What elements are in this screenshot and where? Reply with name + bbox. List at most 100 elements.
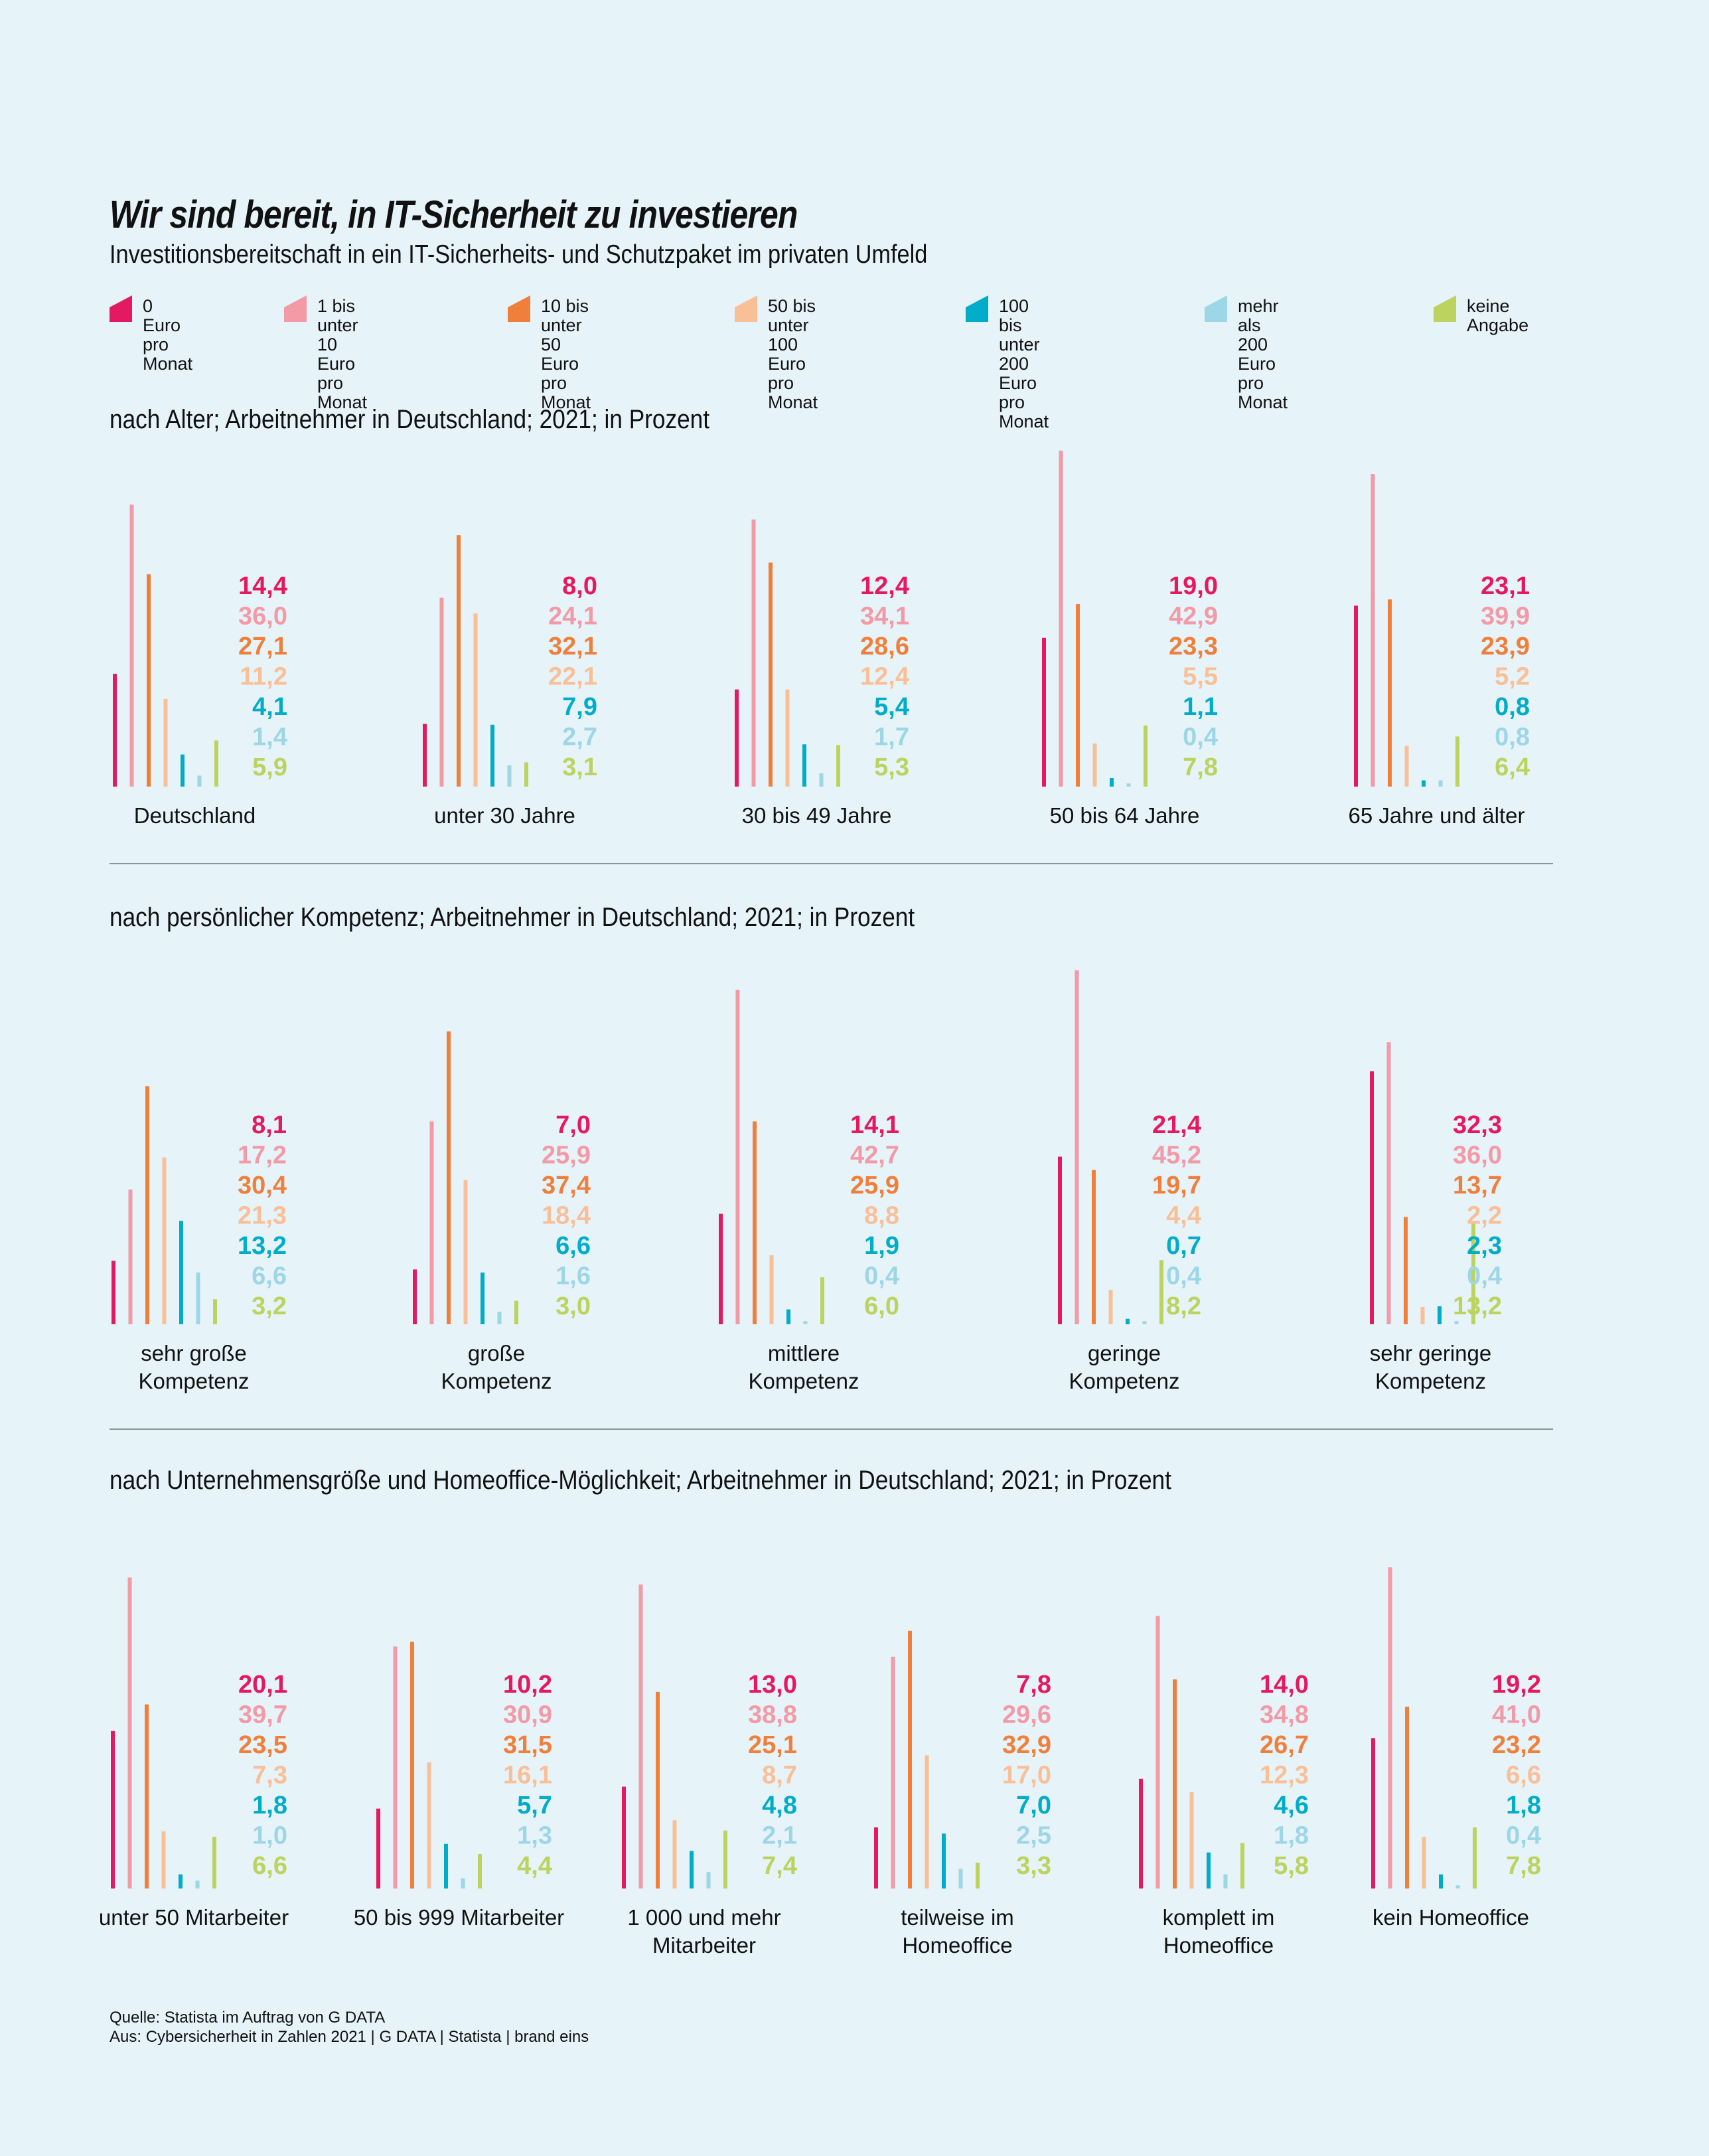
bar xyxy=(1420,1307,1425,1324)
data-label: 6,6 xyxy=(556,1232,591,1260)
data-label: 23,3 xyxy=(1169,633,1218,660)
bar xyxy=(473,613,478,787)
category-label: mittlere xyxy=(768,1341,840,1365)
data-label: 7,3 xyxy=(252,1762,287,1790)
data-label: 41,0 xyxy=(1492,1701,1541,1729)
data-label: 6,6 xyxy=(1506,1762,1541,1790)
data-label: 5,5 xyxy=(1183,663,1218,691)
chart-subtitle: Investitionsbereitschaft in ein IT-Siche… xyxy=(110,240,928,269)
bar xyxy=(1422,780,1426,787)
bar xyxy=(1108,1290,1113,1324)
bar xyxy=(925,1755,929,1888)
bar xyxy=(197,775,202,787)
data-label: 39,7 xyxy=(238,1701,287,1729)
bar xyxy=(447,1031,451,1324)
data-label: 2,3 xyxy=(1467,1232,1502,1260)
data-label: 3,2 xyxy=(252,1292,287,1320)
bar xyxy=(1159,1260,1163,1324)
data-label: 38,8 xyxy=(748,1701,797,1729)
data-label: 23,9 xyxy=(1481,633,1530,660)
bar-group: 14,034,826,7 12,34,6 1,85,8 komplett im Home… xyxy=(1139,1616,1309,1958)
bar xyxy=(1388,599,1392,787)
data-label: 5,2 xyxy=(1495,663,1530,691)
data-label: 0,7 xyxy=(1166,1232,1201,1260)
category-label: teilweise im xyxy=(901,1905,1014,1930)
data-label: 1,9 xyxy=(864,1232,899,1260)
bar xyxy=(1126,783,1131,787)
bar xyxy=(785,689,790,787)
bar xyxy=(213,1299,217,1324)
data-label: 32,3 xyxy=(1453,1111,1502,1139)
legend: 0 Euro pro Monat 1 bis unter 10 Euro pro… xyxy=(110,295,1636,431)
data-label: 45,2 xyxy=(1152,1142,1201,1170)
category-label: komplett im xyxy=(1163,1905,1275,1930)
bar-group: 10,230,931,5 16,15,7 1,34,4 50 bis 999 Mita… xyxy=(354,1642,564,1930)
bar xyxy=(1155,1616,1160,1888)
data-label: 23,5 xyxy=(238,1731,287,1759)
category-label: Kompetenz xyxy=(441,1369,552,1393)
bar xyxy=(524,762,528,787)
bar xyxy=(113,674,117,787)
bar xyxy=(181,754,185,787)
bar xyxy=(803,1321,808,1324)
bar xyxy=(1404,1217,1408,1324)
data-label: 7,0 xyxy=(1016,1792,1051,1819)
bar xyxy=(111,1261,115,1324)
bar xyxy=(723,1830,727,1888)
legend-label: 0 Euro pro Monat xyxy=(143,296,193,374)
data-label: 0,4 xyxy=(1467,1263,1502,1290)
bar xyxy=(1110,778,1114,787)
bar xyxy=(179,1874,183,1888)
data-label: 39,9 xyxy=(1481,603,1530,631)
data-label: 42,7 xyxy=(850,1142,899,1170)
data-label: 36,0 xyxy=(238,603,287,631)
bar-group: 12,434,128,612,45,41,75,330 bis 49 Jahre xyxy=(735,519,909,828)
bar xyxy=(1092,743,1097,787)
bar xyxy=(212,1837,216,1888)
data-label: 2,1 xyxy=(762,1822,797,1850)
data-label: 1,4 xyxy=(252,724,287,751)
bar xyxy=(1173,1679,1177,1888)
bar xyxy=(802,744,806,787)
section-heading-age: nach Alter; Arbeitnehmer in Deutschland;… xyxy=(110,405,710,434)
category-label: sehr geringe xyxy=(1370,1341,1491,1365)
bar xyxy=(908,1630,912,1888)
bar xyxy=(719,1213,723,1324)
category-label: Mitarbeiter xyxy=(652,1933,756,1958)
bar xyxy=(490,724,494,787)
category-label: sehr große xyxy=(141,1341,247,1365)
bar xyxy=(196,1272,200,1324)
category-label: 50 bis 999 Mitarbeiter xyxy=(354,1905,564,1930)
bar xyxy=(672,1820,677,1888)
bar xyxy=(1371,1738,1375,1888)
data-label: 19,0 xyxy=(1169,572,1218,600)
data-label: 0,4 xyxy=(1166,1263,1201,1290)
data-label: 21,4 xyxy=(1152,1111,1201,1139)
publication-line: Aus: Cybersicherheit in Zahlen 2021 | G … xyxy=(110,2028,589,2046)
bar xyxy=(1438,1306,1442,1324)
data-label: 30,4 xyxy=(238,1172,287,1199)
data-label: 16,1 xyxy=(503,1762,552,1790)
category-label: Homeoffice xyxy=(1163,1933,1274,1958)
bar xyxy=(1126,1318,1130,1324)
bar xyxy=(769,1255,774,1324)
data-label: 14,1 xyxy=(850,1111,899,1139)
category-label: 65 Jahre und älter xyxy=(1348,803,1524,828)
data-label: 28,6 xyxy=(860,633,909,660)
section-heading-company-homeoffice: nach Unternehmensgröße und Homeoffice-Mö… xyxy=(110,1466,1171,1495)
bar xyxy=(1405,1707,1409,1888)
bar xyxy=(195,1881,200,1888)
data-label: 24,1 xyxy=(548,603,597,631)
data-label: 29,6 xyxy=(1002,1701,1051,1729)
data-label: 0,8 xyxy=(1495,724,1530,751)
bar xyxy=(161,1831,166,1888)
data-label: 8,2 xyxy=(1166,1292,1201,1320)
source-line: Quelle: Statista im Auftrag von G DATA xyxy=(110,2009,386,2027)
bar xyxy=(820,1277,824,1324)
data-label: 31,5 xyxy=(503,1731,552,1759)
data-label: 5,7 xyxy=(517,1792,552,1819)
legend-label: mehr als 200 Euro pro Monat xyxy=(1238,296,1288,412)
data-label: 11,2 xyxy=(240,663,287,691)
data-label: 13,7 xyxy=(1453,1172,1502,1199)
